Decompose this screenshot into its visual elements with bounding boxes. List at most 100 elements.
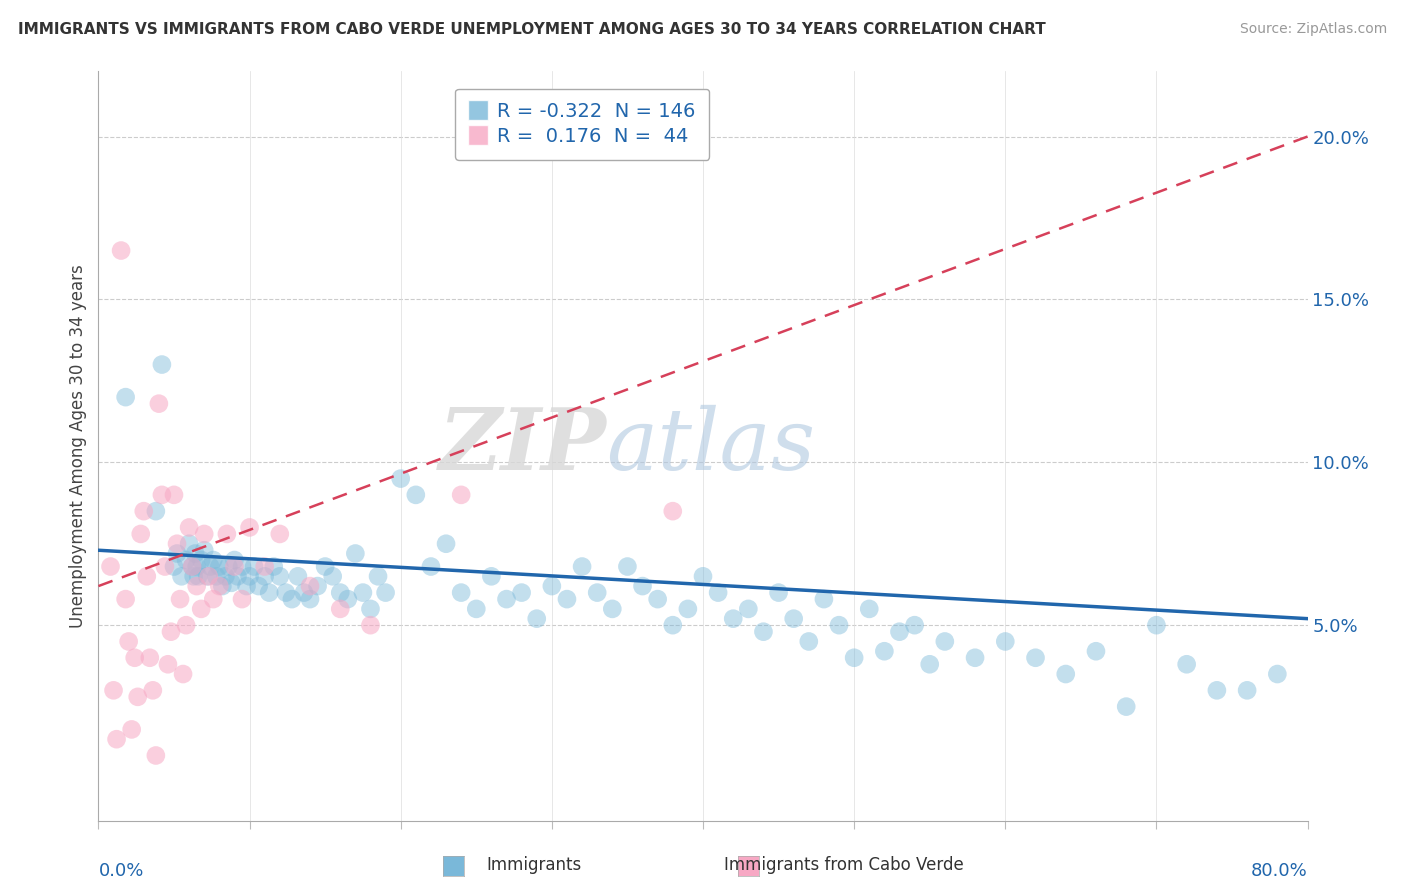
Point xyxy=(1054,667,1077,681)
Point xyxy=(253,569,276,583)
Point xyxy=(174,553,197,567)
Y-axis label: Unemployment Among Ages 30 to 34 years: Unemployment Among Ages 30 to 34 years xyxy=(69,264,87,628)
Point xyxy=(1236,683,1258,698)
Point xyxy=(1267,667,1289,681)
Point xyxy=(135,569,157,583)
Point xyxy=(184,547,207,561)
Point xyxy=(200,559,222,574)
Point xyxy=(239,569,262,583)
Point xyxy=(118,634,141,648)
Point xyxy=(142,683,165,698)
Point xyxy=(156,657,179,672)
Point xyxy=(183,569,205,583)
Point xyxy=(170,569,193,583)
Point xyxy=(360,618,382,632)
Point xyxy=(292,585,315,599)
Point xyxy=(103,683,125,698)
Point xyxy=(105,732,128,747)
Text: Immigrants from Cabo Verde: Immigrants from Cabo Verde xyxy=(724,856,963,874)
Point xyxy=(186,579,208,593)
Point xyxy=(195,569,218,583)
Point xyxy=(495,592,517,607)
Point xyxy=(307,579,329,593)
Point xyxy=(132,504,155,518)
Point xyxy=(187,569,209,583)
Point xyxy=(179,537,201,551)
Point xyxy=(299,579,322,593)
Point xyxy=(360,602,382,616)
Point xyxy=(269,527,291,541)
Point xyxy=(526,612,548,626)
Point xyxy=(202,592,225,607)
Point xyxy=(1144,618,1167,632)
Point xyxy=(129,527,152,541)
Point xyxy=(214,569,236,583)
Point xyxy=(858,602,880,616)
Point xyxy=(389,472,412,486)
Point xyxy=(450,585,472,599)
Point xyxy=(797,634,820,648)
Point xyxy=(281,592,304,607)
Point xyxy=(179,520,201,534)
Point xyxy=(193,527,215,541)
Point xyxy=(994,634,1017,648)
Point xyxy=(181,559,204,574)
Point xyxy=(145,748,167,763)
Point xyxy=(114,592,136,607)
Point xyxy=(202,553,225,567)
Point xyxy=(299,592,322,607)
Point xyxy=(873,644,896,658)
Point xyxy=(121,723,143,737)
Point xyxy=(934,634,956,648)
Point xyxy=(434,537,457,551)
Text: 80.0%: 80.0% xyxy=(1251,862,1308,880)
Point xyxy=(329,602,352,616)
Point xyxy=(263,559,285,574)
Point xyxy=(211,579,233,593)
Point xyxy=(217,559,239,574)
Point xyxy=(965,650,987,665)
Point xyxy=(737,602,759,616)
Point xyxy=(420,559,443,574)
Point xyxy=(571,559,593,574)
Point xyxy=(243,559,266,574)
Point xyxy=(181,559,204,574)
Point xyxy=(1175,657,1198,672)
Point xyxy=(235,579,257,593)
Point xyxy=(1206,683,1229,698)
Point xyxy=(110,244,132,258)
Point xyxy=(153,559,176,574)
Point xyxy=(1085,644,1108,658)
Point xyxy=(208,559,231,574)
Point xyxy=(768,585,790,599)
Point xyxy=(647,592,669,607)
Point xyxy=(274,585,297,599)
Text: atlas: atlas xyxy=(606,405,815,487)
Point xyxy=(269,569,291,583)
Point xyxy=(322,569,344,583)
Point xyxy=(174,618,197,632)
Point xyxy=(1024,650,1046,665)
Point xyxy=(224,559,246,574)
Text: ZIP: ZIP xyxy=(439,404,606,488)
Point xyxy=(139,650,162,665)
Point xyxy=(231,592,253,607)
Point xyxy=(172,667,194,681)
Point xyxy=(828,618,851,632)
Point xyxy=(247,579,270,593)
Point xyxy=(676,602,699,616)
Point xyxy=(661,618,683,632)
Point xyxy=(197,569,219,583)
Point xyxy=(813,592,835,607)
Point xyxy=(231,559,253,574)
Point xyxy=(208,579,231,593)
Point xyxy=(114,390,136,404)
Point xyxy=(889,624,911,639)
Point xyxy=(918,657,941,672)
Point xyxy=(127,690,149,704)
Point xyxy=(148,397,170,411)
Point xyxy=(844,650,866,665)
Point xyxy=(707,585,730,599)
Point xyxy=(465,602,488,616)
Point xyxy=(253,559,276,574)
